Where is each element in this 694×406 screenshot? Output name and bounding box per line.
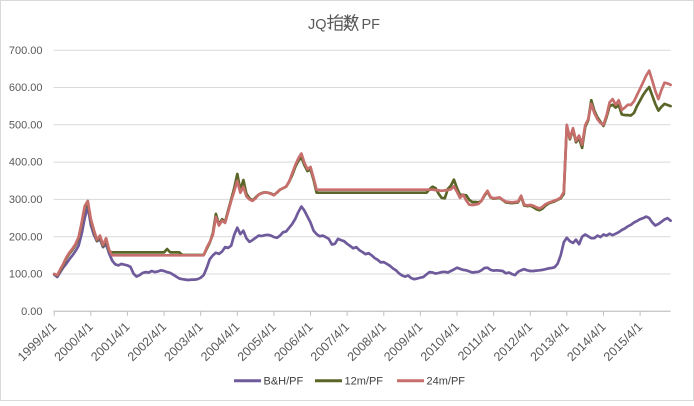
svg-text:JQ: JQ	[308, 17, 327, 33]
svg-text:24m/PF: 24m/PF	[427, 376, 466, 388]
svg-text:PF: PF	[362, 17, 381, 33]
svg-text:200.00: 200.00	[9, 231, 43, 243]
svg-text:100.00: 100.00	[9, 269, 43, 281]
svg-text:0.00: 0.00	[21, 306, 42, 318]
svg-text:700.00: 700.00	[9, 45, 43, 57]
svg-text:500.00: 500.00	[9, 119, 43, 131]
svg-text:600.00: 600.00	[9, 82, 43, 94]
svg-text:400.00: 400.00	[9, 157, 43, 169]
svg-text:B&H/PF: B&H/PF	[264, 376, 304, 388]
svg-text:12m/PF: 12m/PF	[345, 376, 384, 388]
svg-text:300.00: 300.00	[9, 194, 43, 206]
